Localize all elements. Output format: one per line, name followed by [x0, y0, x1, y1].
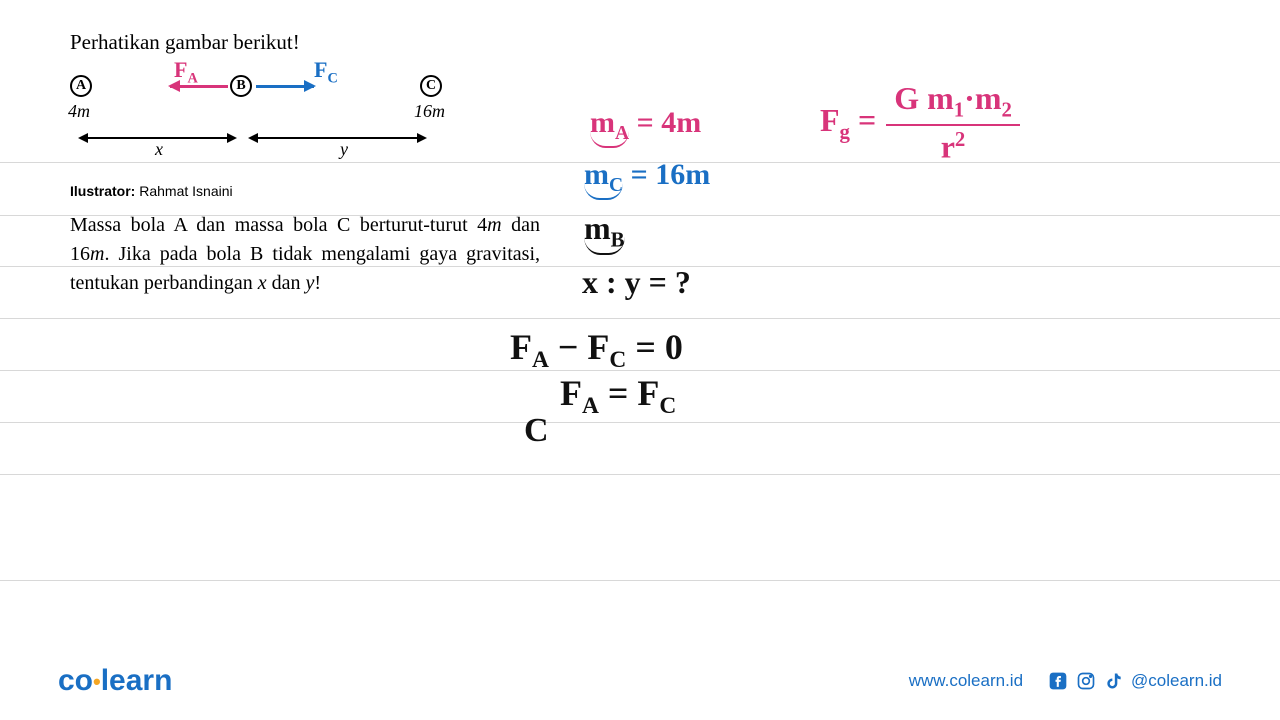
footer-right: www.colearn.id @colearn.id	[909, 670, 1222, 692]
logo-dot-icon: •	[93, 669, 101, 694]
instagram-icon[interactable]	[1075, 670, 1097, 692]
problem-line2e: . Jika pada bola B tidak mengalami	[104, 243, 410, 265]
hw-fafc-csub: C	[659, 393, 676, 419]
problem-line3b: dan	[267, 272, 306, 294]
illustrator-credit: Ilustrator: Rahmat Isnaini	[70, 183, 540, 199]
problem-line2a: 4	[477, 214, 487, 236]
hw-mA-m: m	[590, 106, 615, 139]
hw-fafc0-asub: A	[532, 347, 549, 373]
handwriting-gravity-formula: Fg = G m1·m2 r2	[820, 80, 1020, 166]
hw-mA-eq: = 4m	[629, 106, 701, 139]
force-arrow-FC	[256, 85, 314, 88]
hw-fafc0-csub: C	[609, 347, 626, 373]
footer: co•learn www.colearn.id @colearn.id	[0, 664, 1280, 698]
handwriting-mB: mB	[584, 210, 625, 255]
social-handle[interactable]: @colearn.id	[1131, 671, 1222, 691]
hw-fg-gsub: g	[840, 120, 850, 143]
hw-mC-sub: C	[609, 175, 623, 196]
mass-C-label: 16m	[414, 101, 445, 122]
hw-fg-eq: =	[850, 102, 876, 138]
hw-mB-sub: B	[611, 228, 625, 251]
dimension-y-label: y	[340, 139, 348, 160]
colearn-logo: co•learn	[58, 664, 172, 698]
fraction-denominator: r2	[941, 126, 966, 166]
hw-fafc0-fa: F	[510, 327, 532, 367]
problem-title: Perhatikan gambar berikut!	[70, 30, 540, 55]
handwriting-mA: mA = 4m	[590, 106, 701, 148]
problem-var-x: x	[258, 272, 267, 294]
physics-diagram: A B C 4m 16m FA FC x y	[70, 59, 540, 179]
hw-fg-r: r	[941, 129, 955, 165]
dimension-y-arrow	[250, 137, 425, 139]
node-A: A	[70, 75, 92, 97]
social-links: @colearn.id	[1047, 670, 1222, 692]
illustrator-label: Ilustrator:	[70, 183, 135, 199]
logo-learn: learn	[101, 664, 173, 697]
hw-fg-m2: ·m	[964, 80, 1001, 116]
hw-fg-Gm: G m	[894, 80, 954, 116]
problem-line3c: !	[314, 272, 321, 294]
hw-mC-eq: = 16m	[623, 158, 710, 191]
force-label-FA: FA	[174, 57, 198, 87]
mass-A-label: 4m	[68, 101, 90, 122]
fraction-numerator: G m1·m2	[886, 80, 1020, 126]
handwriting-mC: mC = 16m	[584, 158, 710, 200]
problem-line1: Massa bola A dan massa bola C berturut-t…	[70, 214, 468, 236]
hw-mA-sub: A	[615, 123, 629, 144]
facebook-icon[interactable]	[1047, 670, 1069, 692]
node-B: B	[230, 75, 252, 97]
hw-fg-F: F	[820, 102, 840, 138]
hw-fg-sub1: 1	[954, 98, 964, 121]
force-label-FC: FC	[314, 57, 338, 87]
problem-block: Perhatikan gambar berikut! A B C 4m 16m …	[70, 30, 540, 298]
handwriting-xy-ratio: x : y = ?	[582, 264, 691, 301]
handwriting-force-equal: FA = FC	[560, 372, 676, 420]
hw-fafc-asub: A	[582, 393, 599, 419]
problem-var-m1: m	[487, 214, 501, 236]
hw-fg-r2: 2	[955, 128, 965, 151]
node-C: C	[420, 75, 442, 97]
handwriting-c: C	[524, 412, 549, 450]
hw-mB-m: m	[584, 210, 611, 246]
hw-fafc-mid: = F	[599, 373, 660, 413]
hw-fg-sub2: 2	[1001, 98, 1011, 121]
problem-var-m2: m	[90, 243, 104, 265]
handwriting-force-balance-zero: FA − FC = 0	[510, 326, 683, 374]
problem-body: Massa bola A dan massa bola C berturut-t…	[70, 211, 540, 298]
logo-co: co	[58, 664, 93, 697]
hw-mC-m: m	[584, 158, 609, 191]
illustrator-name: Rahmat Isnaini	[139, 183, 232, 199]
hw-fafc0-eq: = 0	[626, 327, 683, 367]
website-link[interactable]: www.colearn.id	[909, 671, 1023, 691]
fraction: G m1·m2 r2	[886, 80, 1020, 166]
hw-fafc-fa: F	[560, 373, 582, 413]
dimension-x-label: x	[155, 139, 163, 160]
tiktok-icon[interactable]	[1103, 670, 1125, 692]
hw-fafc0-mid: − F	[549, 327, 610, 367]
